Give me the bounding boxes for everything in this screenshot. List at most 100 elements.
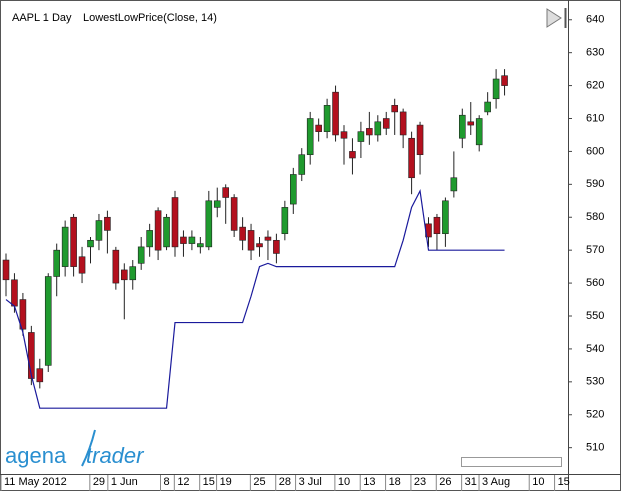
candle-body (87, 239, 94, 248)
x-tick-label: 25 (253, 476, 265, 488)
candle-body (205, 200, 213, 248)
y-tick-label: 610 (586, 112, 604, 124)
logo-right: trader (86, 443, 145, 468)
candle-body (36, 368, 44, 383)
candle-body (315, 124, 322, 132)
candle-body (281, 207, 289, 235)
candle-body (323, 105, 331, 132)
x-tick-label: 26 (439, 476, 451, 488)
candle-body (484, 101, 491, 113)
candle-body (121, 269, 128, 281)
candle-body (366, 128, 373, 136)
x-tick-label: 1 Jun (111, 476, 138, 488)
x-tick-label: 31 (465, 476, 477, 488)
candle-body (374, 121, 382, 136)
candle-body (188, 236, 196, 244)
y-tick-label: 640 (586, 14, 604, 26)
x-tick-label: 12 (177, 476, 189, 488)
candle-body (104, 216, 111, 231)
candle-body (61, 226, 69, 267)
candle-body (19, 299, 27, 330)
y-tick-label: 620 (586, 79, 604, 91)
x-tick-label: 8 (163, 476, 169, 488)
candle-body (129, 266, 137, 281)
candle-body (53, 249, 61, 277)
candle-body (450, 177, 458, 192)
x-tick-label: 18 (389, 476, 401, 488)
candle-body (408, 137, 415, 179)
candle-body (154, 210, 162, 251)
y-tick-label: 580 (586, 211, 604, 223)
candle-body (28, 332, 35, 379)
candle-body (501, 75, 508, 86)
x-tick-label: 28 (279, 476, 291, 488)
x-tick-label: 13 (363, 476, 375, 488)
candle-body (458, 114, 466, 139)
indicator-name: LowestLowPrice(Close, 14) (83, 12, 217, 24)
x-tick-label: 3 Jul (299, 476, 322, 488)
candle-body (433, 216, 441, 235)
candle-body (492, 78, 500, 100)
chart-title: AAPL 1 Day (12, 12, 72, 24)
candle-body (70, 216, 77, 267)
x-tick-label: 11 May 2012 (4, 476, 67, 488)
y-tick-label: 540 (586, 343, 604, 355)
y-tick-label: 520 (586, 409, 604, 421)
x-tick-label: 10 (338, 476, 350, 488)
x-tick-label: 3 Aug (482, 476, 510, 488)
indicator-line (5, 188, 505, 409)
y-tick-label: 530 (586, 376, 604, 388)
candle-body (11, 279, 18, 307)
candle-body (180, 236, 187, 244)
y-tick-label: 550 (586, 310, 604, 322)
y-tick-label: 590 (586, 178, 604, 190)
candle-body (442, 200, 449, 235)
candle-body (171, 197, 179, 248)
candle-body (146, 230, 153, 248)
x-tick-label: 15 (203, 476, 215, 488)
candle-body (332, 91, 339, 136)
candle-body (230, 197, 238, 231)
candle-body (264, 236, 272, 241)
x-tick-label: 23 (414, 476, 426, 488)
candle-body (340, 131, 348, 139)
candle-body (289, 174, 297, 205)
candle-body (112, 249, 120, 284)
candle-body (467, 121, 475, 126)
candle-body (416, 124, 424, 156)
y-tick-label: 510 (586, 442, 604, 454)
logo-left: agena (5, 443, 67, 468)
candle-body (95, 220, 103, 241)
candle-body (163, 216, 170, 248)
candle-body (475, 118, 483, 146)
y-tick-label: 600 (586, 145, 604, 157)
candle-body (2, 259, 10, 281)
candle-body (44, 276, 52, 366)
play-button[interactable] (544, 7, 568, 29)
scrollbar[interactable] (461, 457, 562, 467)
candle-body (197, 243, 204, 248)
x-tick-label: 29 (93, 476, 105, 488)
candle-body (357, 131, 365, 142)
candle-body (213, 200, 221, 208)
y-tick-label: 560 (586, 277, 604, 289)
x-tick-label: 15 (558, 476, 570, 488)
candle-body (349, 151, 356, 159)
play-icon[interactable] (546, 8, 562, 28)
candle-body (247, 230, 255, 251)
y-tick-label: 630 (586, 47, 604, 59)
logo-swoosh (81, 429, 96, 467)
candle-body (137, 246, 145, 264)
x-tick-label: 19 (220, 476, 232, 488)
candle-body (222, 187, 229, 198)
candle-body (399, 111, 407, 136)
candle-body (239, 226, 246, 241)
x-tick-label: 10 (532, 476, 544, 488)
candle-body (306, 118, 314, 156)
candle-body (78, 256, 86, 274)
candle-body (273, 239, 280, 254)
candle-body (256, 243, 263, 248)
